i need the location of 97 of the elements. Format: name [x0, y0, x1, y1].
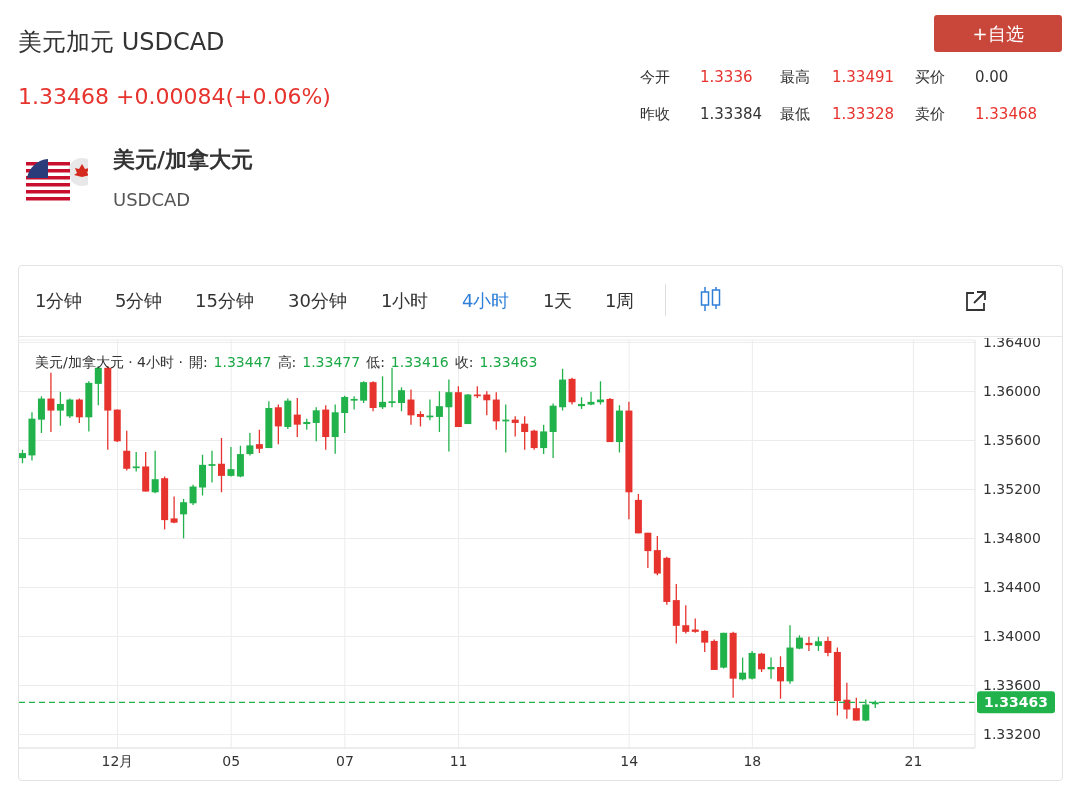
candlestick: [653, 535, 661, 576]
candlestick: [521, 415, 529, 451]
annotation: 1.33447: [213, 354, 272, 372]
candlestick: [217, 437, 225, 493]
candlestick: [66, 397, 74, 419]
annotation: 1.33477: [302, 354, 361, 372]
y-tick-label: 1.36400: [983, 334, 1041, 351]
candlestick: [445, 378, 453, 453]
x-tick-label: 14: [620, 752, 639, 769]
candlestick: [568, 377, 576, 406]
candlestick: [293, 397, 301, 438]
text: 5分钟: [115, 289, 163, 313]
text: USDCAD: [113, 189, 191, 210]
candlestick: [199, 454, 207, 497]
y-tick-label: 1.36000: [983, 383, 1041, 400]
x-tick-label: 12月: [101, 752, 134, 769]
text: 1.3336: [700, 68, 753, 86]
text: 买价: [915, 68, 945, 87]
annotation: 高:: [277, 354, 297, 372]
candlestick: [37, 395, 45, 434]
candlestick: [132, 451, 140, 473]
x-tick-label: 18: [743, 752, 762, 769]
candlestick: [540, 424, 548, 455]
chart-title: 美元加元 USDCAD: [18, 27, 225, 58]
ref-line-label: 1.33463: [984, 694, 1048, 711]
candlestick: [701, 629, 709, 653]
text: 1.33328: [832, 105, 895, 123]
candlestick: [47, 372, 55, 433]
text: 1.33491: [832, 68, 895, 86]
text: 1周: [605, 289, 635, 313]
candlestick: [189, 484, 197, 506]
text: 30分钟: [288, 289, 347, 313]
y-tick-label: 1.34800: [983, 530, 1041, 547]
y-tick-label: 1.34000: [983, 628, 1041, 645]
candlestick: [56, 391, 64, 427]
text: 1.33468: [975, 105, 1038, 123]
text: 昨收: [640, 105, 670, 124]
candlestick: [123, 430, 131, 472]
text: 1小时: [381, 289, 429, 313]
y-tick-label: 1.35600: [983, 432, 1041, 449]
candlestick: [644, 532, 652, 569]
candlestick: [180, 498, 188, 540]
candlestick: [492, 391, 500, 431]
x-tick-label: 07: [335, 752, 354, 769]
annotation: 收:: [454, 354, 474, 372]
y-tick-label: 1.34400: [983, 579, 1041, 596]
candlestick: [236, 445, 244, 478]
text: 1.33384: [700, 105, 763, 123]
text: 最高: [780, 68, 810, 87]
x-tick-label: 21: [904, 752, 923, 769]
candlestick: [824, 636, 832, 657]
candlestick: [350, 395, 358, 411]
text: 今开: [640, 68, 670, 87]
text: 最低: [780, 105, 810, 124]
candlestick: [170, 495, 178, 524]
candlestick: [852, 697, 860, 722]
candlestick: [75, 397, 83, 424]
candlestick: [682, 604, 690, 635]
annotation: 開:: [188, 354, 208, 372]
x-tick-label: 05: [222, 752, 241, 769]
candlestick: [758, 652, 766, 673]
chart-subtitle: 1.33468 +0.00084(+0.06%): [18, 84, 331, 109]
candlestick: [274, 403, 282, 445]
text: 卖价: [915, 105, 945, 124]
text: 4小时: [462, 289, 510, 313]
candlestick: [587, 391, 595, 406]
y-tick-label: 1.35200: [983, 481, 1041, 498]
x-tick-label: 11: [449, 752, 468, 769]
annotation: 1.33463: [479, 354, 538, 372]
candlestick: [379, 375, 387, 410]
candlestick: [312, 406, 320, 442]
annotation: 美元/加拿大元 · 4小时 ·: [35, 354, 183, 372]
candlestick: [777, 655, 785, 700]
candlestick: [511, 415, 519, 438]
y-tick-label: 1.33600: [983, 677, 1041, 694]
text: 1天: [543, 289, 573, 313]
text: 1分钟: [35, 289, 83, 313]
candlestick: [407, 388, 415, 426]
candlestick: [255, 429, 263, 454]
candlestick: [388, 367, 396, 408]
candlestick: [530, 429, 538, 451]
candlestick: [398, 386, 406, 412]
candlestick: [843, 682, 851, 720]
annotation: 低:: [366, 354, 385, 372]
text: 0.00: [975, 68, 1009, 86]
text: 美元/加拿大元: [113, 146, 254, 174]
candlestick: [227, 446, 235, 478]
text: +自选: [934, 15, 1062, 52]
candlestick: [360, 380, 368, 404]
y-tick-label: 1.33200: [983, 726, 1041, 743]
candlestick: [246, 432, 254, 457]
annotation: 1.33416: [390, 354, 449, 372]
candlestick: [208, 450, 216, 484]
text: 15分钟: [195, 289, 254, 313]
candlestick: [151, 450, 159, 494]
candlestick: [435, 390, 443, 433]
candlestick: [341, 394, 349, 434]
